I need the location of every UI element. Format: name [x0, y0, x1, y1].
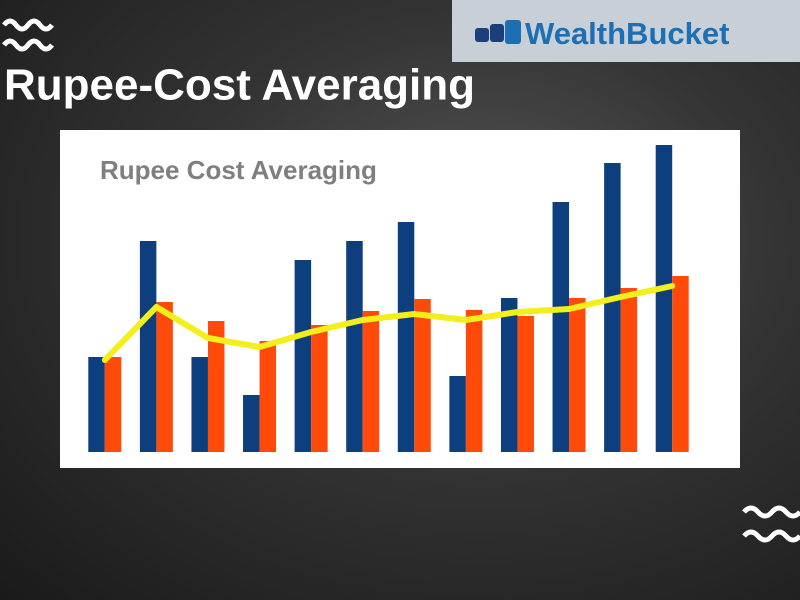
bar: [517, 316, 534, 452]
bar: [604, 163, 621, 452]
page-title: Rupee-Cost Averaging: [4, 61, 475, 110]
bar: [620, 288, 638, 452]
bar: [311, 325, 328, 452]
brand: WealthBucket: [525, 16, 729, 51]
bar: [449, 376, 466, 452]
bar: [552, 202, 570, 452]
bar: [259, 341, 277, 452]
bar: [465, 310, 483, 452]
bar: [672, 276, 689, 452]
bar: [139, 241, 157, 452]
line: [101, 283, 676, 363]
bar: [655, 145, 673, 452]
bar: [362, 311, 380, 452]
chart-title: Rupee Cost Averaging: [100, 155, 377, 185]
logo-icon: [475, 20, 521, 44]
bar: [294, 260, 312, 452]
bar: [88, 357, 105, 452]
bar: [346, 241, 363, 452]
bar: [569, 298, 586, 452]
bar: [207, 321, 225, 452]
bar: [104, 357, 122, 452]
bar: [397, 222, 415, 452]
bar: [243, 395, 260, 452]
wave-decoration: [2, 18, 800, 543]
bar: [156, 302, 173, 452]
bar: [500, 298, 518, 452]
bar: [191, 357, 208, 452]
bar: [414, 299, 431, 452]
